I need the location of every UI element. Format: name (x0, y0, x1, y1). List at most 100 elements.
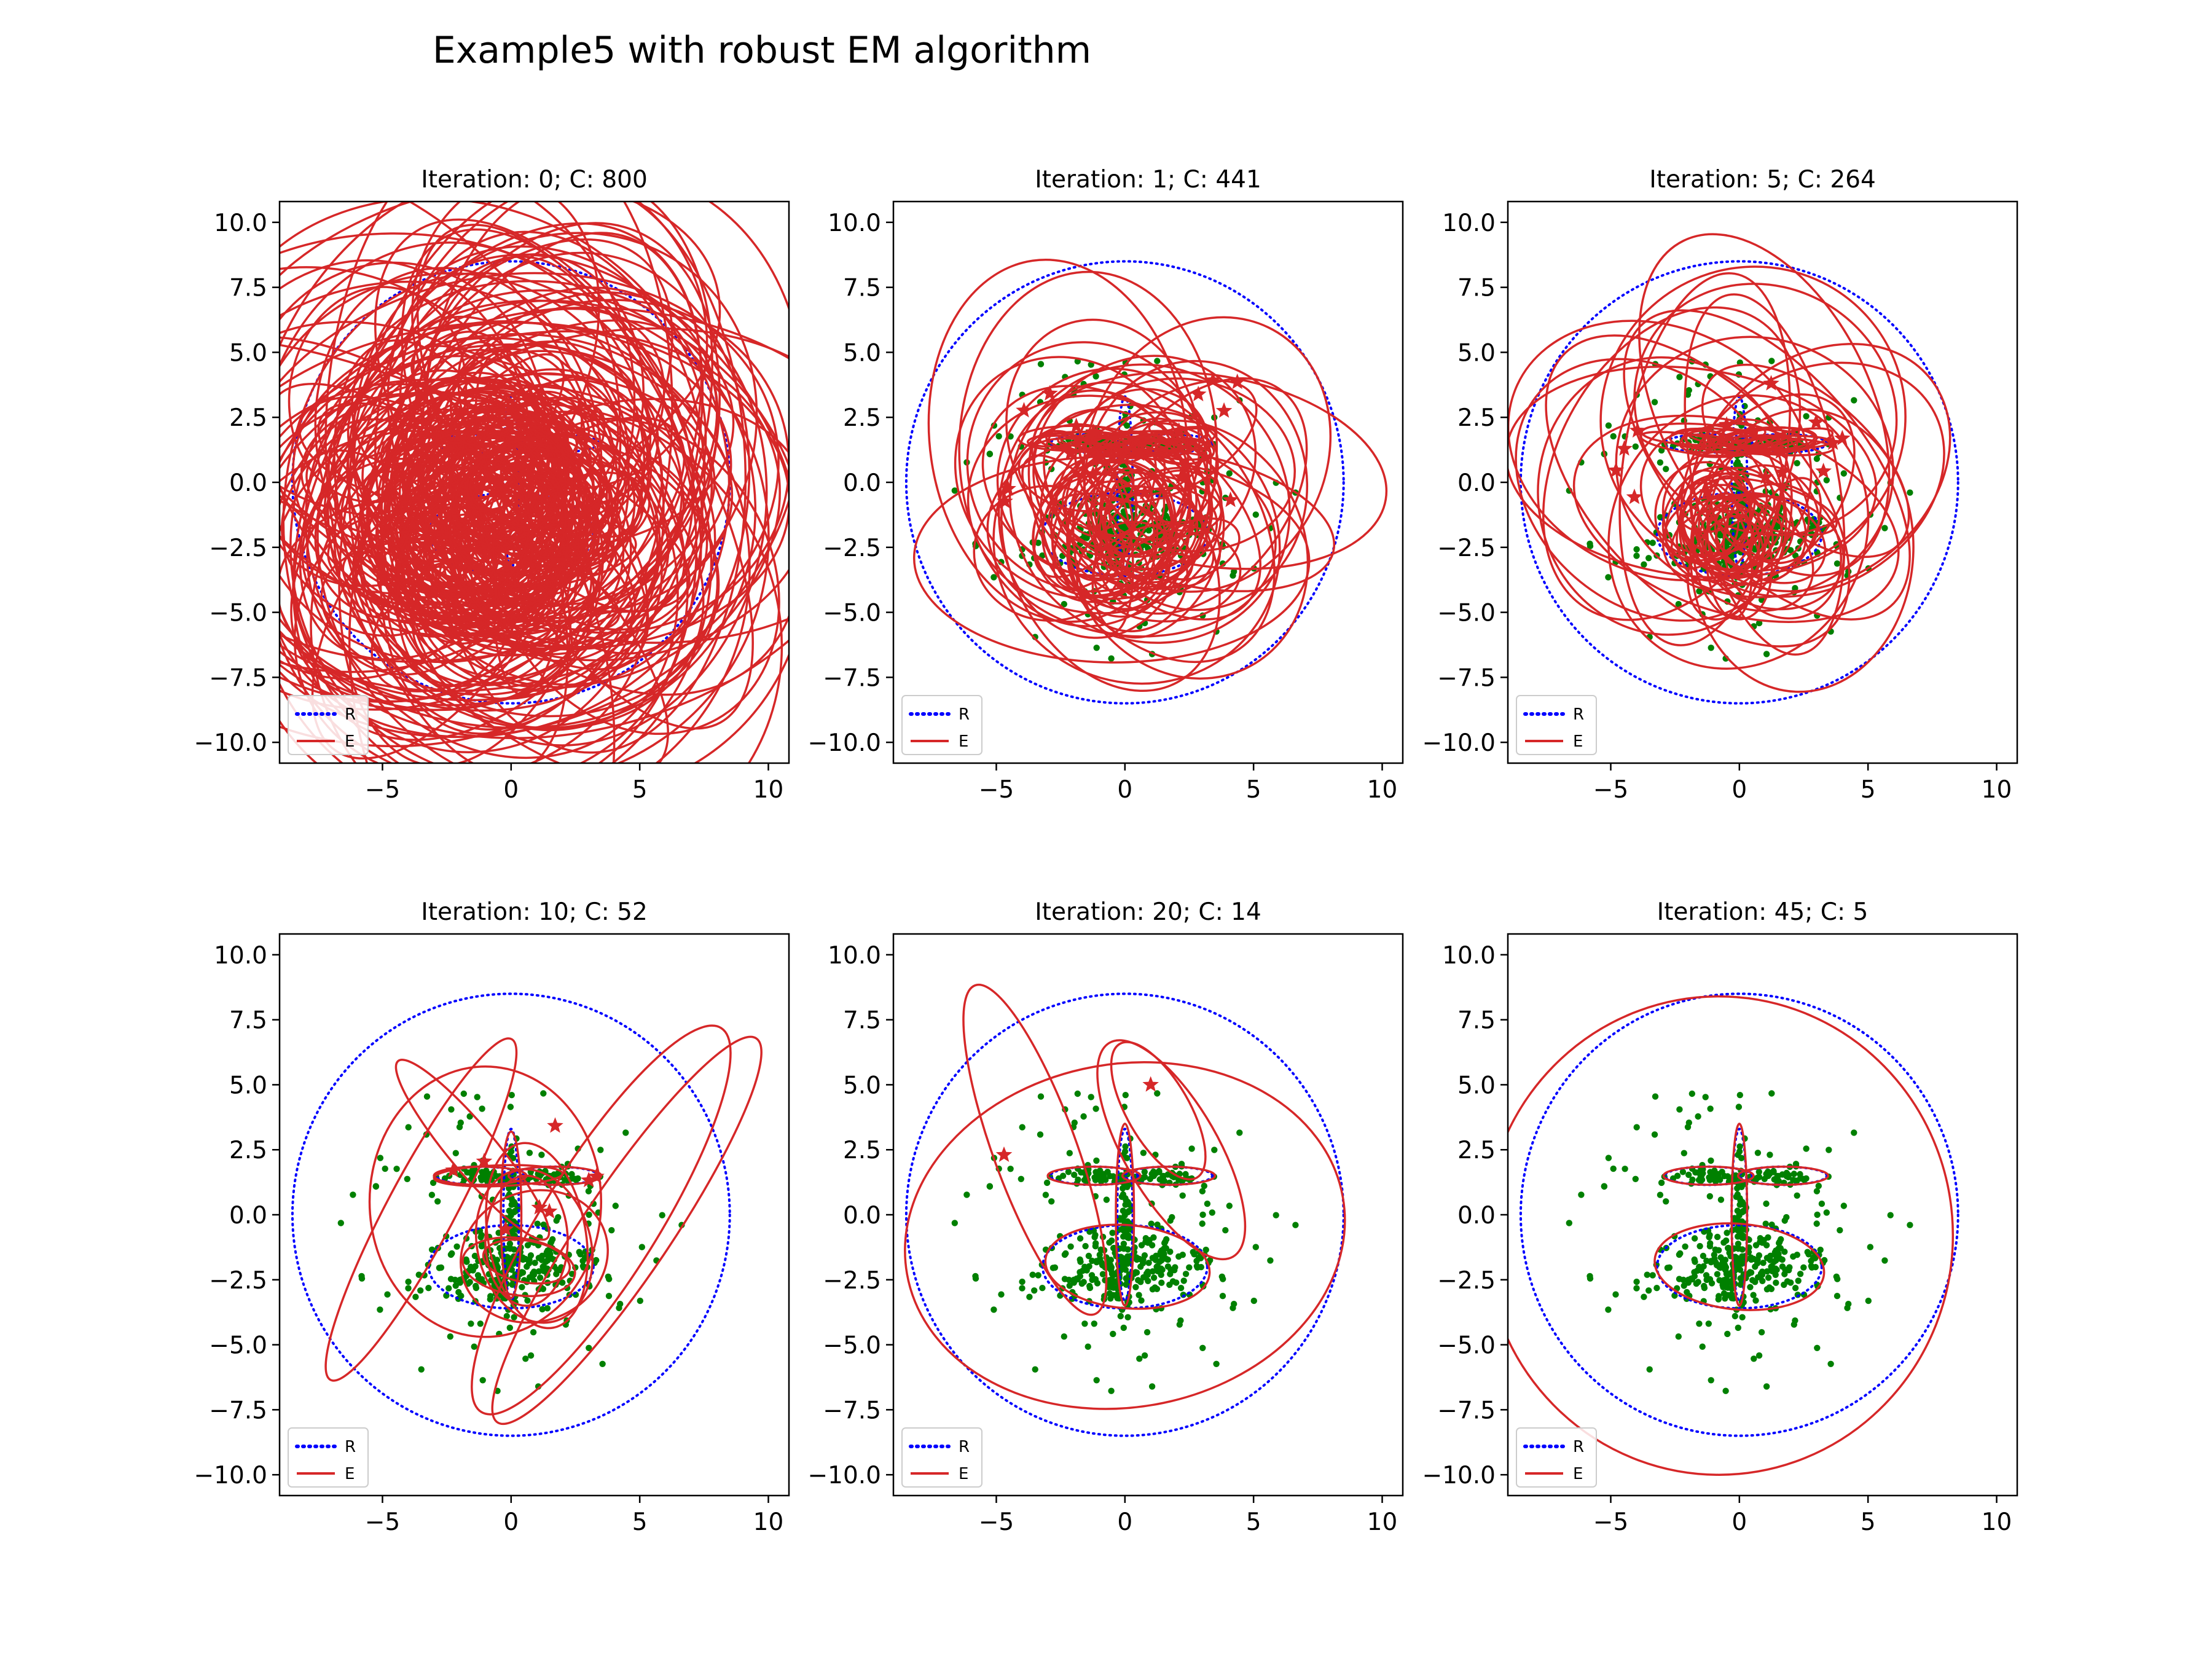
y-tick-label: 10.0 (828, 942, 881, 970)
data-point (1748, 1256, 1755, 1263)
star-marker (1616, 440, 1633, 456)
x-tick-label: −5 (365, 1508, 401, 1536)
data-point (1773, 1279, 1779, 1286)
data-point (506, 1324, 513, 1332)
data-point (526, 1150, 533, 1156)
data-point (1222, 1227, 1229, 1234)
data-point (1837, 1227, 1843, 1234)
legend-label: R (345, 1438, 356, 1456)
data-point (382, 1165, 388, 1172)
data-point (1772, 1271, 1779, 1278)
estimated-ellipse (1031, 371, 1388, 570)
data-point (478, 1177, 485, 1183)
data-point (1154, 358, 1161, 364)
data-point (1108, 655, 1115, 662)
data-point (522, 1355, 529, 1362)
data-point (579, 1258, 586, 1265)
data-point (1736, 1092, 1743, 1099)
legend: RE (901, 695, 982, 755)
star-marker (1808, 414, 1825, 429)
data-point (1632, 1175, 1639, 1183)
star-marker (1041, 385, 1058, 401)
data-point (511, 1209, 517, 1216)
data-point (1605, 1155, 1612, 1161)
data-point (1078, 1280, 1086, 1287)
subplot-2: Iteration: 1; C: 441 −5 0 5 10 −10.0 −7.5 −5.0 −… (807, 166, 1404, 804)
y-tick-label: −7.5 (823, 1397, 881, 1424)
data-point (1092, 1243, 1099, 1250)
data-point (1823, 477, 1830, 484)
data-point (1097, 1246, 1104, 1253)
data-point (1716, 1293, 1722, 1300)
estimated-ellipse (280, 337, 713, 763)
legend: RE (1516, 695, 1597, 755)
data-point (423, 1093, 431, 1100)
star-marker (541, 1202, 558, 1218)
data-point (1209, 1209, 1216, 1216)
x-tick-label: 10 (1367, 776, 1398, 804)
data-point (1776, 1238, 1783, 1245)
data-point (1760, 1260, 1767, 1266)
data-point (1793, 1178, 1800, 1185)
estimated-ellipse (986, 435, 1277, 638)
data-point (1088, 1272, 1096, 1279)
data-point (576, 1249, 582, 1255)
y-tick-label: −7.5 (209, 664, 267, 692)
data-point (1771, 1258, 1778, 1265)
data-point (1794, 1192, 1800, 1199)
data-point (599, 1360, 606, 1367)
y-tick-label: 5.0 (1457, 339, 1496, 367)
data-point (1169, 1214, 1175, 1221)
data-point (1158, 1271, 1164, 1278)
data-point (1605, 574, 1612, 581)
x-tick-label: −5 (1593, 1508, 1629, 1536)
reference-ellipse (1655, 1223, 1823, 1310)
data-point (1292, 1222, 1299, 1228)
data-point (1840, 470, 1847, 477)
subplot-title: Iteration: 1; C: 441 (1035, 166, 1261, 194)
data-point (1093, 1157, 1100, 1164)
data-point (1065, 1169, 1072, 1175)
data-point (1887, 1212, 1894, 1218)
star-marker (1173, 468, 1190, 484)
data-point (1696, 588, 1703, 595)
estimated-ellipse (282, 272, 698, 763)
data-point (519, 1269, 527, 1276)
data-point (535, 1255, 543, 1261)
data-point (1120, 1191, 1127, 1198)
data-point (1086, 1282, 1093, 1290)
estimated-ellipse (1709, 451, 1810, 562)
legend-label: E (345, 732, 355, 751)
estimated-ellipse (1641, 422, 1749, 447)
data-point (1083, 535, 1090, 541)
estimated-ellipse (1638, 233, 1891, 577)
data-point (1700, 1252, 1707, 1260)
data-point (1084, 1343, 1091, 1350)
data-point (605, 1293, 613, 1300)
data-point (1145, 1260, 1152, 1266)
y-tick-label: 0.0 (229, 469, 267, 497)
estimated-ellipse (1736, 1165, 1830, 1186)
star-marker (1190, 385, 1207, 402)
star-marker (1171, 422, 1188, 438)
y-tick-label: 0.0 (229, 1202, 267, 1230)
data-point (1724, 1230, 1730, 1236)
data-point (1676, 374, 1683, 380)
legend-box (288, 695, 369, 755)
estimated-ellipse (280, 272, 646, 664)
data-point (1716, 1277, 1723, 1284)
x-tick-label: −5 (1593, 776, 1629, 804)
data-point (1031, 1287, 1038, 1294)
data-point (511, 1314, 517, 1320)
data-point (531, 1260, 538, 1266)
data-point (1783, 1172, 1790, 1180)
data-point (1808, 1264, 1815, 1271)
data-point (1092, 1231, 1099, 1239)
estimated-ellipse (450, 439, 625, 641)
data-points (337, 1090, 685, 1394)
data-point (1760, 1237, 1767, 1244)
data-point (1633, 1124, 1640, 1131)
data-point (1136, 1355, 1143, 1362)
estimated-ellipse (310, 402, 783, 763)
y-tick-label: −5.0 (209, 600, 267, 627)
